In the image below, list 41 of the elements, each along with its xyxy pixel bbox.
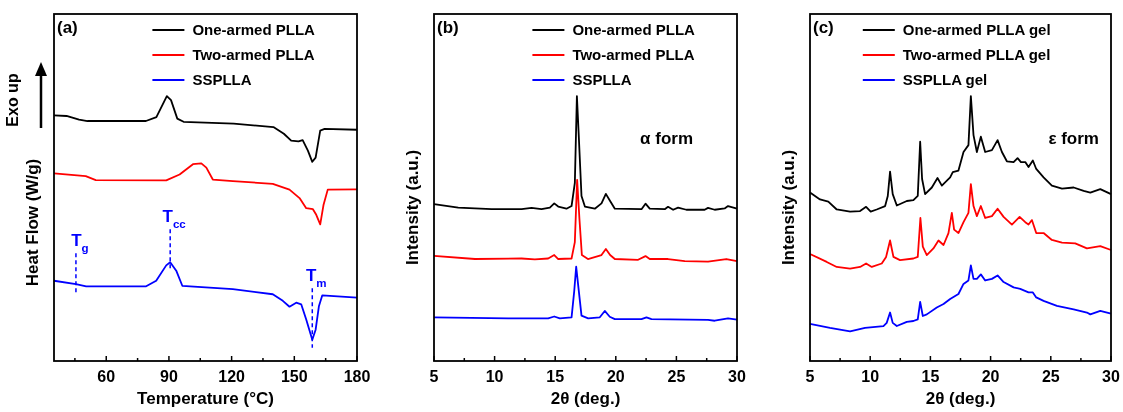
x-tick-label: 5 [805,368,815,385]
x-axis-title: 2θ (deg.) [550,389,621,408]
y-axis-title: Intensity (a.u.) [403,149,422,266]
legend-label: Two-armed PLLA [192,46,315,63]
y-axis-title: Intensity (a.u.) [779,149,798,266]
text: (c) [813,18,834,37]
x-tick-label: 20 [981,368,1000,385]
legend-label: One-armed PLLA [192,21,316,38]
annotation: T$_{g}$ [71,231,89,255]
y-axis-title: Heat Flow (W/g) [23,158,42,287]
legend-label: Two-armed PLLA gel [902,46,1051,63]
x-tick-label: 20 [606,368,625,385]
legend-label: One-armed PLLA gel [902,21,1051,38]
text: Exo up [4,73,21,127]
x-tick-label: 15 [921,368,940,385]
x-axis-title: Temperature (°C) [137,389,274,408]
legend-label: SSPLLA [572,71,632,88]
x-tick-label: 25 [1041,368,1060,385]
annotation: T$_{cc}$ [162,207,187,231]
x-tick-label: 180 [343,368,371,385]
x-tick-label: 60 [97,368,116,385]
text: (b) [437,18,459,37]
x-tick-label: 90 [160,368,178,385]
x-tick-label: 25 [667,368,686,385]
x-tick-label: 30 [1102,368,1120,385]
annotation: α form [640,129,693,148]
x-tick-label: 5 [429,368,439,385]
x-tick-label: 150 [280,368,308,385]
x-tick-label: 10 [861,368,880,385]
legend-label: SSPLLA [192,71,252,88]
x-tick-label: 10 [485,368,504,385]
legend-label: One-armed PLLA [572,21,696,38]
x-tick-label: 15 [546,368,565,385]
x-tick-label: 120 [218,368,246,385]
legend-label: SSPLLA gel [902,71,988,88]
x-tick-label: 30 [728,368,746,385]
x-axis-title: 2θ (deg.) [925,389,996,408]
text: (a) [57,18,78,37]
annotation: ε form [1048,129,1099,148]
legend-label: Two-armed PLLA [572,46,695,63]
annotation: T$_{m}$ [305,266,327,290]
